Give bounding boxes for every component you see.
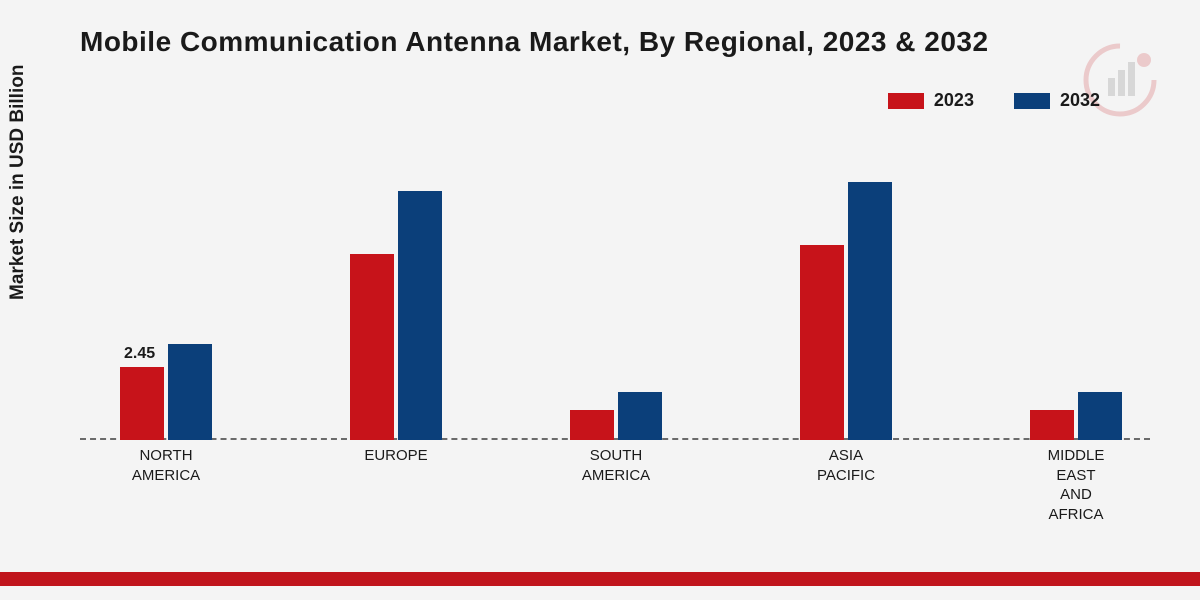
bar <box>800 245 844 440</box>
chart-title: Mobile Communication Antenna Market, By … <box>80 26 989 58</box>
bar-group <box>570 392 662 440</box>
bar <box>618 392 662 440</box>
x-axis-labels: NORTHAMERICA EUROPE SOUTHAMERICA ASIAPACIFI… <box>80 446 1150 516</box>
bar <box>570 410 614 440</box>
footer-stripe <box>0 572 1200 586</box>
legend-swatch-2032 <box>1014 93 1050 109</box>
category-label: NORTHAMERICA <box>106 446 226 485</box>
bar-value-label: 2.45 <box>124 345 155 363</box>
category-label: ASIAPACIFIC <box>786 446 906 485</box>
bar-group <box>350 191 442 440</box>
bar <box>1030 410 1074 440</box>
watermark-icon <box>1080 40 1160 125</box>
bar <box>398 191 442 440</box>
category-label: MIDDLEEASTANDAFRICA <box>1016 446 1136 524</box>
bar <box>350 254 394 440</box>
category-label: EUROPE <box>336 446 456 466</box>
bar-group: 2.45 <box>120 344 212 440</box>
bar <box>168 344 212 440</box>
legend-label-2023: 2023 <box>934 90 974 111</box>
legend-item-2023: 2023 <box>888 90 974 111</box>
bar <box>848 182 892 440</box>
legend-item-2032: 2032 <box>1014 90 1100 111</box>
y-axis-label: Market Size in USD Billion <box>7 65 29 300</box>
plot-area: 2.45 <box>80 140 1150 440</box>
category-label: SOUTHAMERICA <box>556 446 676 485</box>
legend-label-2032: 2032 <box>1060 90 1100 111</box>
legend: 2023 2032 <box>888 90 1100 111</box>
bar-group <box>1030 392 1122 440</box>
bar <box>120 367 164 441</box>
bar <box>1078 392 1122 440</box>
bar-group <box>800 182 892 440</box>
legend-swatch-2023 <box>888 93 924 109</box>
